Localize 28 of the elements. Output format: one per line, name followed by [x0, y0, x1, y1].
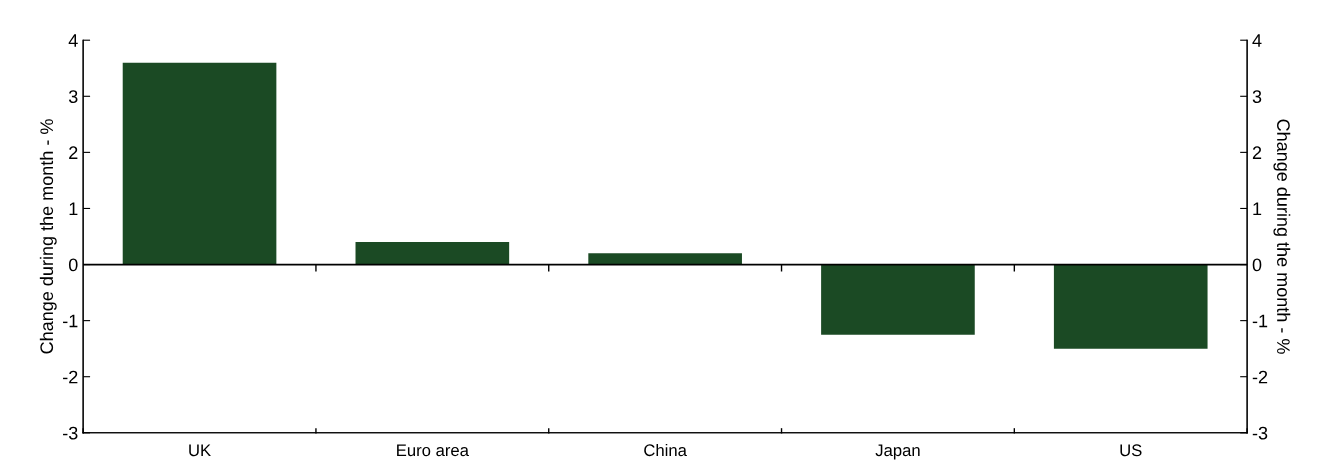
x-tick-label: Euro area: [397, 444, 469, 457]
bar: [122, 62, 277, 265]
y2-tick-label: -1: [1252, 314, 1268, 328]
y2-axis-title: Change during the month - %: [1273, 119, 1291, 354]
y-tick-label: -2: [63, 370, 78, 384]
y2-tick-label: 4: [1252, 34, 1262, 47]
y-tick-label: -1: [63, 314, 78, 328]
x-tick-label: US: [1120, 444, 1142, 457]
bar: [355, 242, 510, 265]
x-tick-label: Japan: [875, 444, 920, 460]
y-tick-label: 2: [69, 146, 78, 159]
y-tick-label: -3: [63, 426, 78, 440]
y2-tick-label: -2: [1252, 370, 1268, 384]
x-tick-label: UK: [189, 444, 211, 457]
y-tick-label: 0: [68, 258, 78, 272]
y2-tick-label: 2: [1252, 146, 1262, 159]
y2-tick-label: 3: [1252, 90, 1262, 104]
y2-tick-label: 0: [1252, 258, 1262, 272]
bar: [588, 253, 742, 265]
y-tick-label: 4: [68, 34, 78, 47]
y-axis-title: Change during the month - %: [39, 119, 57, 354]
y-tick-label: 1: [69, 202, 78, 215]
bar: [821, 264, 975, 335]
bar: [1053, 264, 1208, 349]
y-tick-label: 3: [68, 90, 78, 104]
y2-tick-label: -3: [1252, 426, 1268, 440]
y2-tick-label: 1: [1253, 202, 1262, 215]
x-tick-label: China: [644, 443, 687, 457]
